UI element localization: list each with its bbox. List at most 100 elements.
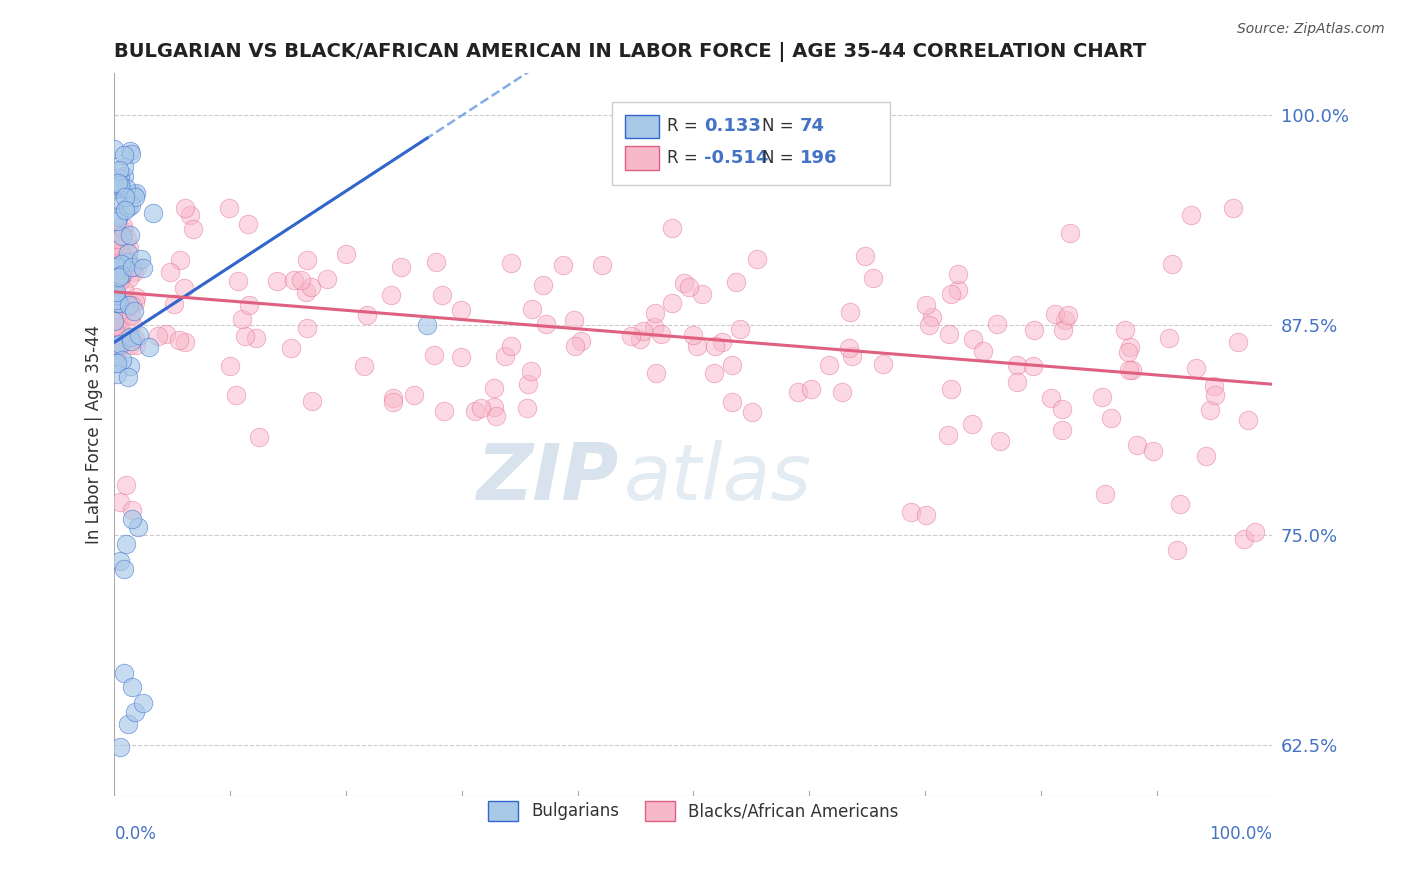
Point [108, 162, 131, 177]
Point [120, 144, 142, 158]
Point [661, 296, 683, 310]
Point [266, 274, 288, 288]
Point [918, 318, 941, 333]
Point [159, 265, 181, 279]
Text: 0.0%: 0.0% [114, 825, 156, 843]
Point [245, 331, 267, 345]
Point [921, 310, 943, 324]
Point [131, 252, 153, 266]
Point [423, 348, 446, 362]
Point [110, 268, 132, 283]
Point [114, 250, 136, 264]
Point [219, 359, 242, 374]
Point [499, 339, 522, 353]
Text: Source: ZipAtlas.com: Source: ZipAtlas.com [1237, 22, 1385, 37]
Point [1185, 361, 1208, 376]
Point [1244, 525, 1267, 540]
Point [335, 247, 357, 261]
Point [118, 241, 141, 255]
Point [482, 380, 505, 394]
Point [485, 409, 508, 423]
Point [356, 308, 378, 322]
Point [108, 296, 131, 310]
Point [1050, 424, 1073, 438]
Y-axis label: In Labor Force | Age 35-44: In Labor Force | Age 35-44 [86, 325, 103, 544]
Point [470, 401, 492, 415]
Point [1053, 312, 1076, 326]
Point [1022, 359, 1045, 374]
Point [111, 295, 134, 310]
Point [962, 332, 984, 346]
Point [484, 401, 506, 415]
Point [721, 395, 744, 409]
Point [112, 666, 135, 681]
Point [741, 404, 763, 418]
Point [121, 298, 143, 312]
Text: -0.514: -0.514 [704, 149, 768, 167]
Point [1005, 375, 1028, 389]
Point [117, 333, 139, 347]
Point [591, 258, 613, 272]
Point [105, 313, 128, 327]
Point [121, 318, 143, 332]
Point [142, 206, 165, 220]
Point [114, 181, 136, 195]
Point [939, 382, 962, 396]
Point [661, 220, 683, 235]
Point [941, 287, 963, 301]
Point [121, 511, 143, 525]
Point [108, 221, 131, 235]
Point [110, 225, 132, 239]
Point [107, 318, 129, 333]
Point [108, 242, 131, 256]
Point [1125, 438, 1147, 452]
Point [124, 265, 146, 279]
Point [107, 268, 129, 282]
Point [720, 358, 742, 372]
Point [108, 319, 131, 334]
Point [218, 201, 240, 215]
Point [238, 298, 260, 312]
Point [125, 260, 148, 274]
Point [620, 328, 643, 343]
Point [231, 312, 253, 326]
Point [430, 288, 453, 302]
Point [299, 280, 322, 294]
Point [107, 313, 129, 327]
Point [831, 384, 853, 399]
Point [146, 329, 169, 343]
Point [1050, 402, 1073, 417]
Point [1022, 323, 1045, 337]
Point [108, 740, 131, 755]
Point [1118, 362, 1140, 376]
Point [115, 232, 138, 246]
Point [1057, 308, 1080, 322]
Point [628, 332, 651, 346]
Text: R =: R = [666, 117, 703, 136]
Point [745, 252, 768, 267]
Point [962, 417, 984, 432]
Point [1180, 208, 1202, 222]
Point [799, 382, 821, 396]
Point [104, 356, 127, 370]
Text: 74: 74 [800, 117, 825, 136]
Point [117, 298, 139, 312]
Point [128, 328, 150, 343]
Text: R =: R = [666, 149, 703, 167]
Point [103, 238, 125, 252]
Point [111, 268, 134, 282]
Point [112, 283, 135, 297]
Point [283, 273, 305, 287]
Point [111, 229, 134, 244]
Point [107, 326, 129, 341]
Point [1059, 226, 1081, 240]
Point [125, 338, 148, 352]
Point [104, 271, 127, 285]
Point [118, 330, 141, 344]
Point [433, 404, 456, 418]
Point [1202, 378, 1225, 392]
Point [402, 388, 425, 402]
Point [104, 181, 127, 195]
Point [290, 273, 312, 287]
Point [787, 385, 810, 400]
